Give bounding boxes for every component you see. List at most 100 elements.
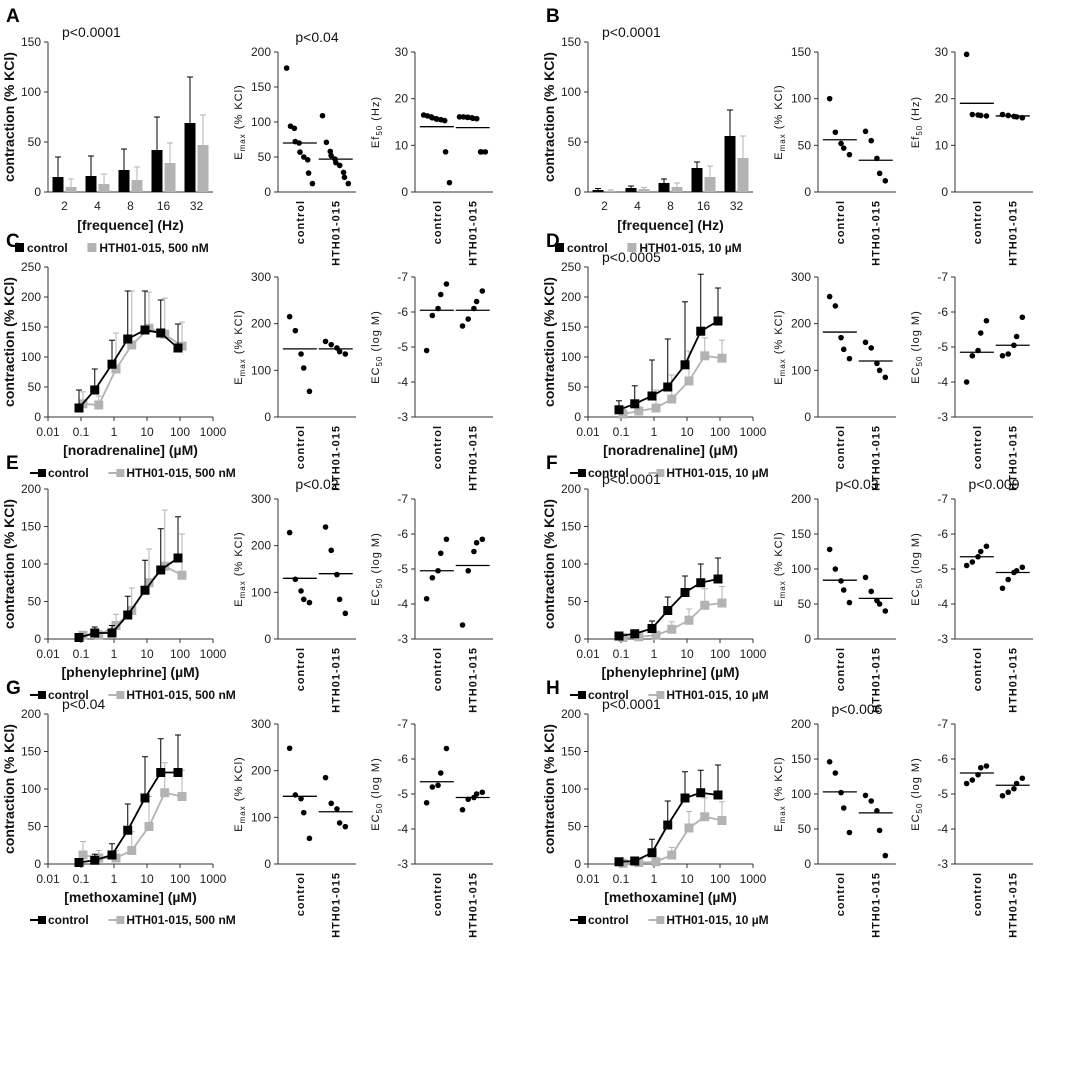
third-group-label: control (432, 872, 444, 916)
emax-data-point (342, 823, 349, 830)
main-y-label: contraction (% KCl) (541, 52, 557, 182)
third-y-tick-label: -3 (397, 410, 408, 424)
data-point-control (663, 382, 673, 392)
data-point-control (713, 574, 723, 584)
emax-y-tick-label: 0 (264, 410, 271, 424)
third-group-label: HTH01-015 (1008, 872, 1020, 938)
main-p-value: p<0.04 (62, 696, 105, 712)
emax-y-label: Emax (% KCl) (233, 84, 247, 159)
emax-y-tick-label: 100 (791, 363, 811, 377)
main-y-label: contraction (% KCl) (1, 499, 17, 629)
emax-data-point (876, 170, 883, 177)
emax-data-point (862, 339, 869, 346)
main-x-tick-label: 100 (710, 872, 730, 886)
third-data-point (1013, 333, 1020, 340)
emax-data-point (345, 180, 352, 187)
third-y-tick-label: -6 (937, 305, 948, 319)
data-point-hth01-015 (94, 400, 104, 410)
emax-data-point (298, 351, 304, 357)
panel-letter: A (6, 6, 20, 27)
data-point-hth01-015 (78, 850, 88, 860)
legend-marker-swatch (38, 469, 46, 477)
third-data-point (443, 745, 450, 752)
main-x-tick-label: 100 (170, 647, 190, 661)
emax-data-point (286, 313, 293, 320)
data-point-control (696, 578, 706, 588)
third-data-point (969, 777, 976, 783)
main-x-tick-label: 0.01 (36, 425, 60, 439)
main-x-tick-label: 16 (697, 199, 711, 213)
main-x-tick-label: 1000 (740, 647, 767, 661)
third-y-tick-label: -5 (937, 340, 948, 354)
emax-group-label: control (295, 200, 307, 244)
emax-group-label: HTH01-015 (871, 425, 883, 491)
emax-data-point (846, 599, 853, 606)
emax-data-point (309, 180, 316, 187)
emax-data-point (882, 178, 889, 184)
data-point-control (630, 856, 640, 866)
emax-data-point (868, 798, 875, 804)
bar-hth01-015 (164, 163, 176, 192)
third-data-point (473, 298, 480, 305)
emax-data-point (323, 139, 330, 146)
third-data-point (473, 115, 480, 122)
main-y-tick-label: 50 (28, 380, 42, 394)
main-x-tick-label: 32 (190, 199, 204, 213)
main-x-tick-label: 100 (170, 425, 190, 439)
third-data-point (437, 291, 444, 298)
emax-y-label: Emax (% KCl) (773, 756, 787, 831)
main-y-tick-label: 50 (568, 820, 582, 834)
emax-data-point (300, 596, 307, 603)
third-y-tick-label: -6 (937, 752, 948, 766)
third-y-label: EC50 (log M) (910, 532, 924, 605)
main-y-tick-label: 150 (21, 320, 41, 334)
bar-hth01-015 (197, 145, 209, 192)
emax-data-point (336, 596, 343, 603)
third-data-point (963, 780, 970, 787)
emax-data-point (876, 601, 883, 607)
emax-data-point (876, 827, 883, 834)
main-p-value: p<0.0001 (62, 24, 121, 40)
data-point-control (107, 359, 117, 369)
main-x-tick-label: 16 (157, 199, 171, 213)
emax-data-point (322, 524, 329, 530)
emax-data-point (328, 547, 335, 554)
main-x-tick-label: 2 (601, 199, 608, 213)
third-y-tick-label: -5 (397, 340, 408, 354)
main-x-label: [noradrenaline] (µM) (603, 442, 738, 458)
third-y-tick-label: -3 (397, 857, 408, 871)
third-y-label: EC50 (log M) (370, 757, 384, 830)
main-x-tick-label: 1000 (740, 872, 767, 886)
main-y-tick-label: 250 (21, 260, 41, 274)
third-y-tick-label: -4 (937, 597, 948, 611)
third-data-point (977, 112, 984, 119)
third-y-label: EC50 (log M) (910, 757, 924, 830)
emax-data-point (327, 148, 334, 155)
panel-letter: F (546, 453, 558, 474)
third-group-label: control (432, 200, 444, 244)
emax-y-tick-label: 200 (251, 317, 271, 331)
data-point-control (614, 631, 624, 641)
data-point-hth01-015 (160, 788, 170, 798)
third-data-point (999, 792, 1006, 799)
emax-y-tick-label: 100 (791, 92, 811, 106)
emax-data-point (838, 334, 844, 341)
third-y-label: EC50 (log M) (370, 532, 384, 605)
main-y-tick-label: 150 (561, 745, 581, 759)
emax-y-tick-label: 150 (791, 527, 811, 541)
emax-y-tick-label: 0 (804, 410, 811, 424)
data-point-control (680, 793, 690, 803)
third-y-tick-label: -4 (397, 822, 408, 836)
emax-data-point (846, 151, 853, 158)
emax-data-point (328, 800, 335, 807)
third-group-label: control (972, 425, 984, 469)
data-point-control (123, 825, 133, 835)
main-y-tick-label: 100 (21, 557, 41, 571)
main-x-tick-label: 0.01 (36, 872, 60, 886)
emax-data-point (283, 65, 290, 71)
legend-label: control (588, 913, 629, 927)
main-y-label: contraction (% KCl) (541, 724, 557, 854)
legend-label: HTH01-015, 500 nM (99, 241, 208, 255)
